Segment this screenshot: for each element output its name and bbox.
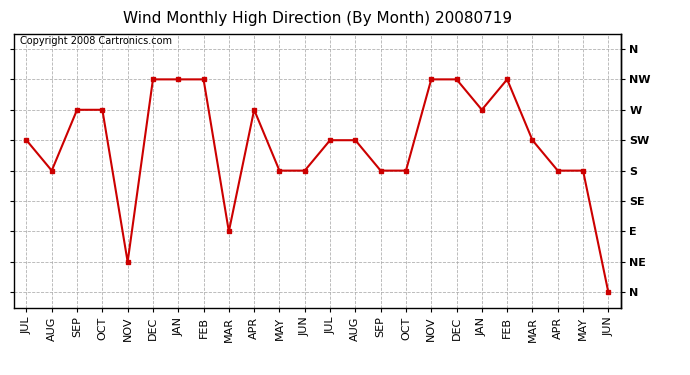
Text: Copyright 2008 Cartronics.com: Copyright 2008 Cartronics.com	[20, 36, 172, 46]
Text: Wind Monthly High Direction (By Month) 20080719: Wind Monthly High Direction (By Month) 2…	[123, 11, 512, 26]
